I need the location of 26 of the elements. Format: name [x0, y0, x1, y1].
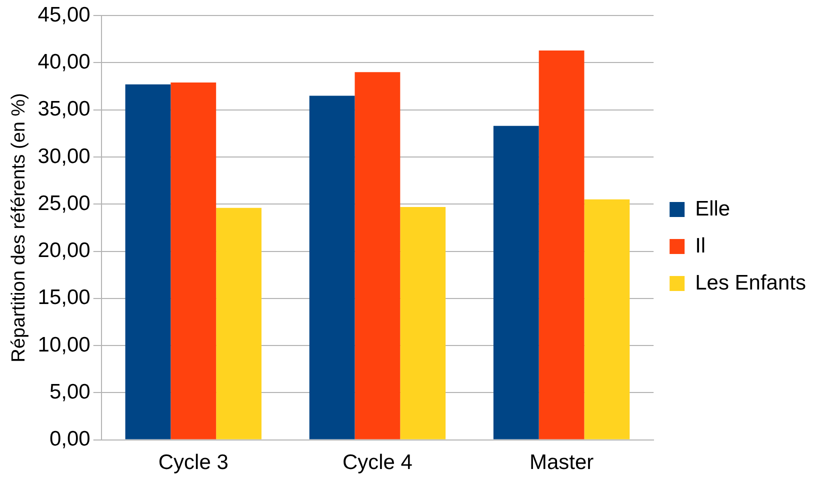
y-tick-label: 40,00 — [38, 50, 90, 74]
y-tick-label: 35,00 — [38, 98, 90, 121]
bar — [538, 50, 584, 440]
legend-label: Les Enfants — [695, 271, 806, 294]
bar — [584, 199, 630, 440]
x-tick-label: Cycle 4 — [342, 451, 413, 474]
bar — [493, 126, 539, 440]
legend-label: Elle — [695, 197, 730, 220]
x-tick-label: Master — [529, 451, 594, 474]
y-tick-label: 5,00 — [49, 380, 90, 404]
y-tick-label: 20,00 — [38, 239, 90, 262]
bar — [354, 72, 400, 440]
bar — [309, 96, 355, 440]
y-tick-label: 15,00 — [38, 286, 90, 310]
bar — [170, 82, 216, 440]
bar — [400, 206, 446, 440]
y-tick-label: 25,00 — [38, 192, 90, 215]
y-tick-label: 30,00 — [38, 144, 90, 168]
legend-label: Il — [695, 234, 706, 258]
x-tick-label: Cycle 3 — [158, 451, 228, 474]
bar — [125, 84, 171, 440]
y-axis-title: Répartition des référents (en %) — [8, 93, 30, 362]
y-tick-label: 45,00 — [38, 3, 90, 26]
y-tick-label: 0,00 — [49, 428, 90, 451]
bar — [216, 208, 262, 440]
y-tick-label: 10,00 — [38, 333, 90, 356]
